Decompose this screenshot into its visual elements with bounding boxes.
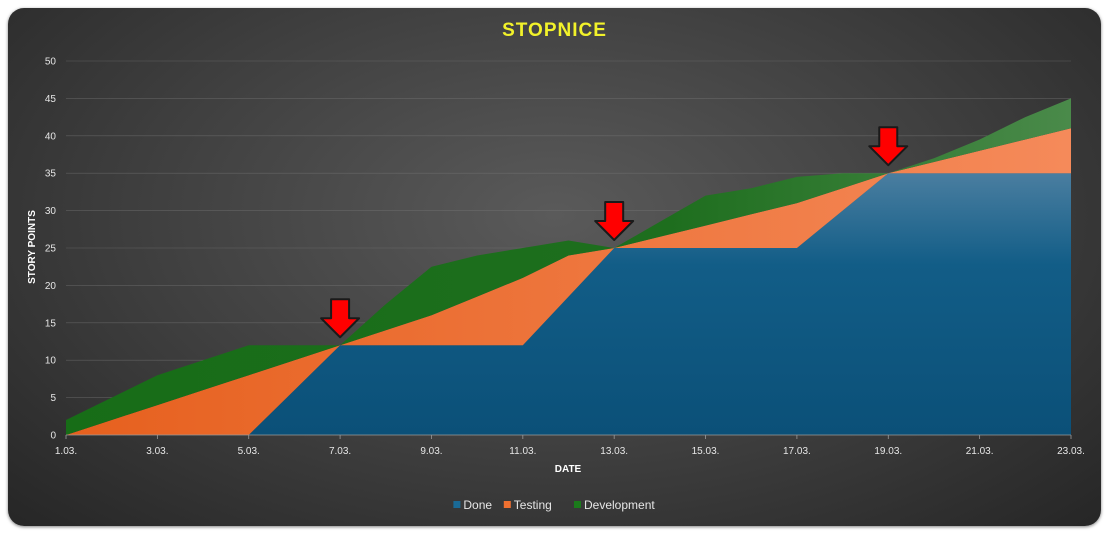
y-tick-label: 30	[45, 206, 57, 217]
y-tick-label: 20	[45, 281, 57, 292]
x-tick-label: 15.03.	[692, 446, 720, 457]
area-done	[66, 173, 1071, 435]
stacked-area-chart: 0 5 10 15 20 25 30 35 40 45 50 1.03. 3.03. 5.03. 7.03…	[27, 57, 1085, 513]
arrow-down-icon	[320, 298, 361, 339]
x-tick-label: 7.03.	[329, 446, 351, 457]
y-tick-label: 10	[45, 356, 57, 367]
legend-swatch-testing	[503, 501, 511, 508]
y-tick-label: 35	[45, 169, 57, 180]
y-axis-label: STORY POINTS	[27, 210, 38, 284]
y-tick-label: 15	[45, 318, 57, 329]
x-tick-label: 19.03.	[874, 446, 902, 457]
x-tick-label: 21.03.	[966, 446, 994, 457]
y-tick-label: 25	[45, 244, 57, 255]
legend-label-testing: Testing	[514, 498, 552, 512]
y-tick-label: 40	[45, 131, 57, 142]
chart-card: STOPNICE 0 5 10 15 20 25 30 35 40 45 50 1.03. 3.03.…	[8, 8, 1101, 526]
x-axis-label: DATE	[555, 464, 582, 475]
legend-swatch-done	[453, 501, 461, 508]
x-tick-label: 3.03.	[146, 446, 168, 457]
arrow-down-icon	[868, 126, 909, 167]
x-tick-label: 11.03.	[509, 446, 536, 457]
arrow-down-icon	[594, 201, 635, 241]
y-tick-label: 50	[45, 57, 57, 68]
y-tick-label: 5	[50, 393, 56, 404]
y-tick-label: 0	[50, 431, 56, 442]
y-tick-label: 45	[45, 94, 57, 105]
legend-label-done: Done	[463, 498, 492, 512]
legend: Done Testing Development	[453, 498, 655, 512]
legend-swatch-development	[574, 501, 581, 508]
legend-label-development: Development	[584, 498, 655, 512]
x-tick-label: 13.03.	[600, 446, 628, 457]
x-tick-label: 17.03.	[783, 446, 811, 457]
x-tick-label: 1.03.	[55, 446, 77, 457]
chart-title: STOPNICE	[502, 20, 607, 41]
x-tick-label: 9.03.	[420, 446, 442, 457]
area-testing	[66, 128, 1071, 436]
area-development	[66, 98, 1071, 436]
x-tick-label: 23.03.	[1057, 446, 1085, 457]
x-tick-label: 5.03.	[238, 446, 260, 457]
